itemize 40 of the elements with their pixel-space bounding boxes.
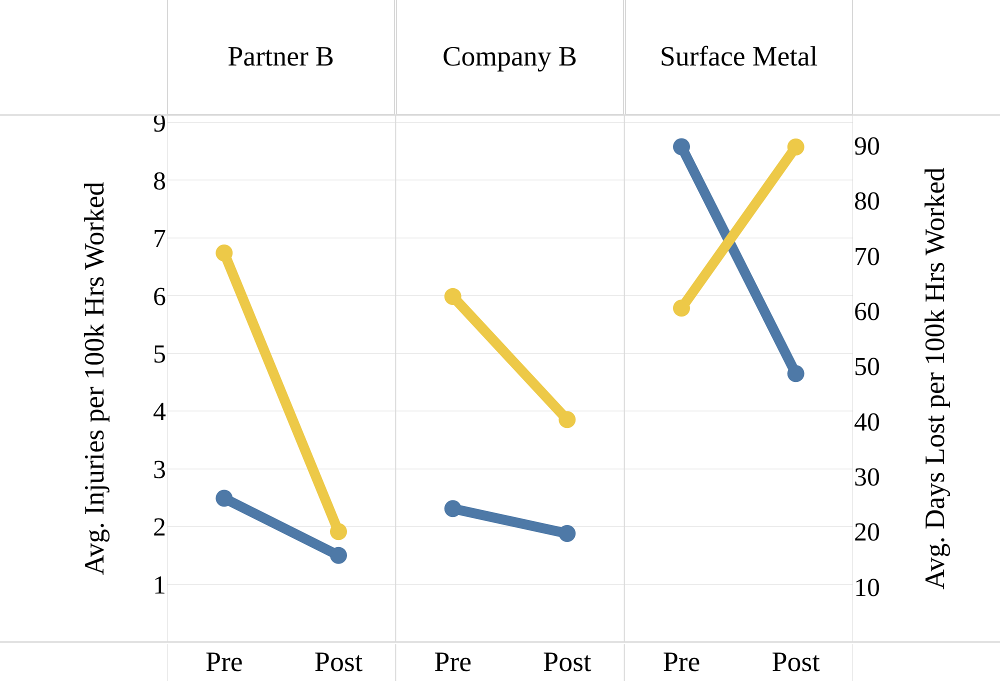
y-tick-label: 5 <box>153 339 166 368</box>
point <box>558 524 576 542</box>
point <box>330 523 347 540</box>
text: Surface Metal <box>660 42 818 72</box>
y2-tick-label: 20 <box>854 518 880 547</box>
point <box>444 288 462 306</box>
text: Partner B <box>228 42 334 72</box>
point <box>444 500 462 518</box>
point <box>673 138 690 156</box>
x-tick-label: Post <box>314 647 363 678</box>
x-tick-label: Post <box>772 647 820 678</box>
x-tick-label: Post <box>543 647 592 678</box>
y2-tick-label: 60 <box>854 297 880 326</box>
x-tick-label: Pre <box>662 647 700 678</box>
x-tick-label: Pre <box>206 647 243 678</box>
y2-tick-label: 10 <box>854 572 880 602</box>
y-tick-label: 1 <box>153 570 166 600</box>
y-tick-label: 3 <box>153 454 166 484</box>
y-tick-label: 2 <box>153 512 166 542</box>
y2-tick-label: 70 <box>854 242 880 271</box>
text: Company B <box>442 42 578 72</box>
point <box>787 365 804 382</box>
y-tick-label: 6 <box>153 282 166 311</box>
y2-tick-label: 50 <box>854 352 880 382</box>
y2-tick-label: 80 <box>854 186 880 216</box>
y-tick-label: 7 <box>153 224 166 254</box>
point <box>330 546 347 564</box>
x-tick-label: Pre <box>434 647 472 678</box>
y2-tick-label: 30 <box>854 462 880 492</box>
point <box>216 490 233 507</box>
point <box>787 138 804 156</box>
point <box>558 411 576 428</box>
y-axis-title: Avg. Injuries per 100k Hrs Worked <box>80 182 111 576</box>
point <box>673 300 690 317</box>
y2-tick-label: 40 <box>854 407 880 436</box>
y-tick-label: 4 <box>153 397 166 426</box>
point <box>216 244 233 262</box>
y2-axis-title: Avg. Days Lost per 100k Hrs Worked <box>920 167 952 590</box>
y2-tick-label: 90 <box>854 131 880 160</box>
y-tick-label: 8 <box>153 166 166 196</box>
